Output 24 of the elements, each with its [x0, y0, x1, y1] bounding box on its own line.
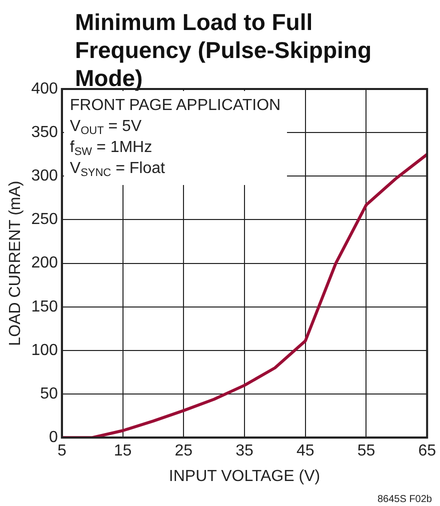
y-tick-label: 100 — [31, 342, 58, 359]
chart-title: Minimum Load to Full Frequency (Pulse-Skipping Mode) — [75, 8, 372, 92]
y-tick-label: 300 — [31, 168, 58, 185]
x-tick-label: 45 — [296, 442, 314, 460]
y-tick-label: 350 — [31, 124, 58, 141]
annotation: FRONT PAGE APPLICATION — [70, 96, 281, 116]
y-tick-label: 0 — [48, 429, 58, 446]
x-tick-label: 5 — [57, 442, 66, 460]
y-tick-label: 400 — [31, 80, 58, 98]
annotation: V$_{OUT}$ = 5V — [70, 117, 143, 137]
x-tick-label: 55 — [357, 442, 376, 460]
y-tick-label: 50 — [40, 385, 58, 402]
y-tick-label: 250 — [31, 211, 58, 228]
text: 8645S F02b — [378, 494, 432, 505]
x-tick-label: 15 — [114, 442, 132, 460]
x-axis-title: INPUT VOLTAGE (V) — [168, 468, 320, 485]
y-axis-title: LOAD CURRENT (mA) — [7, 180, 24, 346]
annotation: V$_{SYNC}$ = Float — [70, 159, 166, 179]
annotation: f$_{SW}$ = 1MHz — [70, 138, 154, 158]
y-tick-label: 200 — [31, 254, 58, 272]
x-tick-label: 25 — [174, 442, 193, 460]
x-tick-label: 35 — [236, 442, 254, 460]
x-tick-label: 65 — [418, 442, 436, 460]
y-tick-label: 150 — [31, 298, 58, 316]
